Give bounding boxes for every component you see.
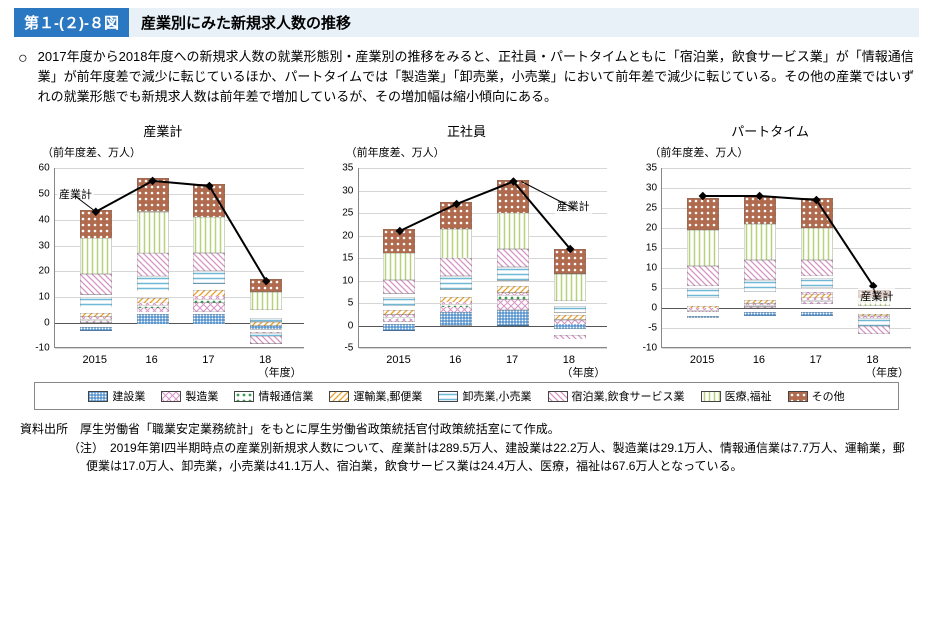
y-tick-label: -10	[627, 343, 657, 354]
x-tick-label: 16	[449, 354, 461, 366]
y-tick-label: 35	[323, 163, 353, 174]
legend-item: 医療,福祉	[701, 388, 772, 404]
chart-axes: -10-5051015202530352015161718産業計（年度）	[621, 164, 919, 374]
y-tick-label: 0	[627, 303, 657, 314]
x-tick-label: 2015	[690, 354, 714, 366]
y-tick-label: 15	[627, 243, 657, 254]
y-tick-label: 20	[20, 266, 50, 277]
x-tick-label: 2015	[83, 354, 107, 366]
figure-title: 産業別にみた新規求人数の推移	[129, 8, 919, 37]
x-tick-label: 17	[506, 354, 518, 366]
x-tick-label: 2015	[386, 354, 410, 366]
x-tick-label: 16	[145, 354, 157, 366]
legend-label: 製造業	[185, 388, 218, 404]
legend-swatch	[329, 391, 349, 402]
legend-item: 運輸業,郵便業	[329, 388, 422, 404]
y-tick-label: 40	[20, 214, 50, 225]
figure-number: 第１-(２)-８図	[14, 8, 129, 37]
legend-swatch	[788, 391, 808, 402]
legend-label: 宿泊業,飲食サービス業	[572, 388, 685, 404]
y-tick-label: 50	[20, 189, 50, 200]
y-tick-label: 10	[20, 291, 50, 302]
y-tick-label: 20	[627, 223, 657, 234]
chart-panel: パートタイム （前年度差、万人） -10 -5 0 5 10 15 20 25 30 35 2015 16…	[621, 121, 919, 374]
legend-swatch	[438, 391, 458, 402]
legend: 建設業 製造業 情報通信業 運輸業,郵便業 卸売業,小売業 宿泊業,飲食サービス業 医療,福…	[34, 382, 899, 410]
legend-swatch	[161, 391, 181, 402]
legend-item: その他	[788, 388, 845, 404]
chart-title: 正社員	[318, 121, 616, 140]
y-tick-label: 30	[323, 185, 353, 196]
y-tick-label: -5	[627, 323, 657, 334]
plot-area: 産業計	[661, 168, 911, 348]
x-axis-unit: （年度）	[258, 364, 302, 380]
legend-swatch	[88, 391, 108, 402]
charts-row: 産業計（前年度差、万人）-1001020304050602015161718産業…	[14, 121, 919, 374]
y-tick-label: -5	[323, 343, 353, 354]
legend-item: 情報通信業	[234, 388, 313, 404]
summary-text: 2017年度から2018年度への新規求人数の就業形態別・産業別の推移をみると、正…	[38, 47, 915, 107]
legend-item: 宿泊業,飲食サービス業	[548, 388, 685, 404]
legend-label: その他	[812, 388, 845, 404]
y-tick-label: 25	[627, 203, 657, 214]
plot-area: 産業計	[54, 168, 304, 348]
summary-bullet: ○ 2017年度から2018年度への新規求人数の就業形態別・産業別の推移をみると…	[18, 47, 915, 107]
x-tick-label: 17	[810, 354, 822, 366]
legend-item: 建設業	[88, 388, 145, 404]
legend-item: 製造業	[161, 388, 218, 404]
y-tick-label: 5	[323, 298, 353, 309]
y-tick-label: 30	[20, 240, 50, 251]
y-tick-label: 0	[323, 320, 353, 331]
legend-label: 医療,福祉	[725, 388, 772, 404]
x-axis-unit: （年度）	[865, 364, 909, 380]
source-text: 資料出所 厚生労働省「職業安定業務統計」をもとに厚生労働省政策統括官付政策統括室…	[20, 420, 913, 437]
note-text: （注） 2019年第Ⅰ四半期時点の産業別新規求人数について、産業計は289.5万…	[44, 439, 913, 475]
chart-axes: -1001020304050602015161718産業計（年度）	[14, 164, 312, 374]
bullet-mark: ○	[18, 47, 28, 107]
y-tick-label: -10	[20, 343, 50, 354]
x-axis-unit: （年度）	[561, 364, 605, 380]
chart-panel: 正社員（前年度差、万人）-5051015202530352015161718産業…	[318, 121, 616, 374]
figure-header: 第１-(２)-８図 産業別にみた新規求人数の推移	[14, 8, 919, 37]
legend-swatch	[234, 391, 254, 402]
y-tick-label: 15	[323, 253, 353, 264]
legend-label: 運輸業,郵便業	[353, 388, 422, 404]
y-tick-label: 10	[627, 263, 657, 274]
plot-area: 産業計	[358, 168, 608, 348]
axis-unit-label: （前年度差、万人）	[42, 144, 312, 160]
legend-swatch	[548, 391, 568, 402]
axis-unit-label: （前年度差、万人）	[346, 144, 616, 160]
y-tick-label: 10	[323, 275, 353, 286]
legend-label: 建設業	[112, 388, 145, 404]
chart-axes: -5051015202530352015161718産業計（年度）	[318, 164, 616, 374]
y-tick-label: 0	[20, 317, 50, 328]
y-tick-label: 5	[627, 283, 657, 294]
x-tick-label: 16	[753, 354, 765, 366]
y-tick-label: 20	[323, 230, 353, 241]
y-tick-label: 60	[20, 163, 50, 174]
legend-label: 情報通信業	[258, 388, 313, 404]
chart-title: パートタイム	[621, 121, 919, 140]
y-tick-label: 30	[627, 183, 657, 194]
legend-item: 卸売業,小売業	[438, 388, 531, 404]
chart-panel: 産業計（前年度差、万人）-1001020304050602015161718産業…	[14, 121, 312, 374]
y-tick-label: 25	[323, 208, 353, 219]
legend-swatch	[701, 391, 721, 402]
y-tick-label: 35	[627, 163, 657, 174]
x-tick-label: 17	[202, 354, 214, 366]
axis-unit-label: （前年度差、万人）	[649, 144, 919, 160]
legend-label: 卸売業,小売業	[462, 388, 531, 404]
chart-title: 産業計	[14, 121, 312, 140]
